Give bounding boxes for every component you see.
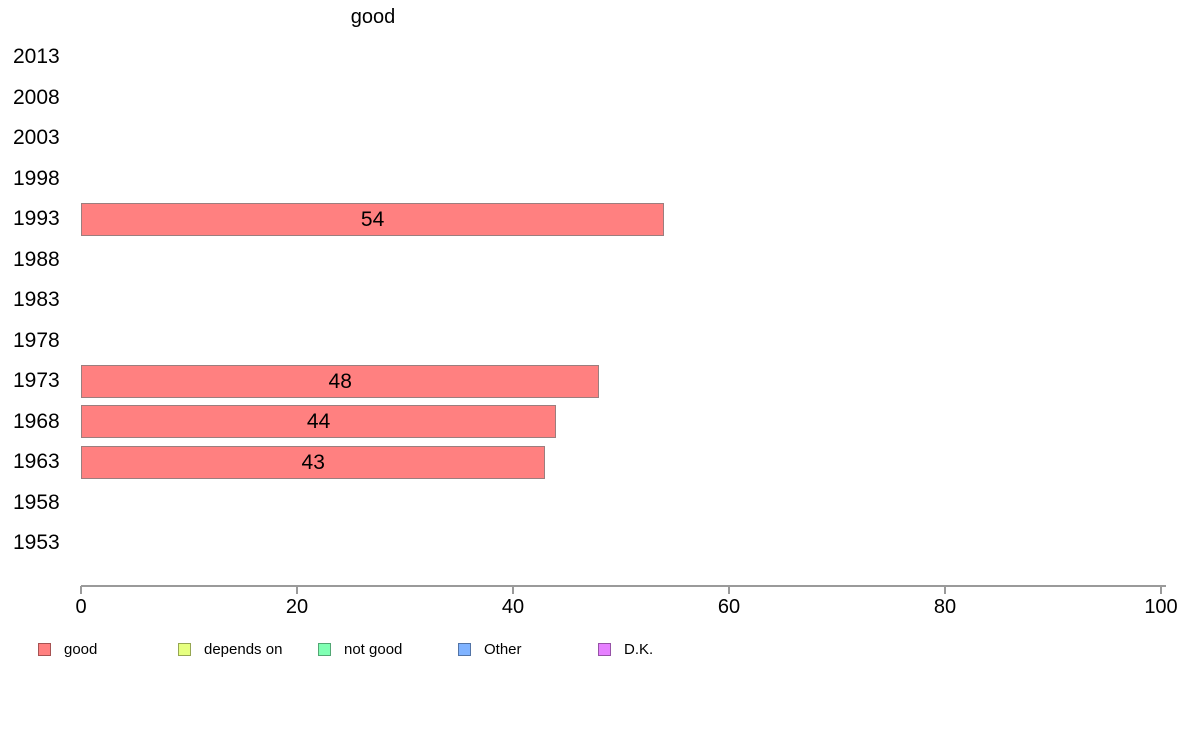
bar-value-label: 48 [328, 369, 352, 393]
y-axis-label: 1958 [13, 490, 60, 514]
x-axis-tick-label: 0 [75, 596, 87, 618]
bar-value-label: 43 [301, 450, 325, 474]
y-axis-label: 1953 [13, 531, 60, 554]
y-axis-label: 2008 [13, 85, 60, 109]
y-axis-label: 1988 [13, 247, 60, 271]
y-axis-label: 1998 [13, 166, 60, 190]
bar-1993: 54 [81, 202, 665, 236]
y-axis-label: 1983 [13, 288, 60, 311]
legend-swatch-icon [178, 642, 191, 656]
x-axis-tick-label: 60 [717, 596, 741, 618]
x-axis-tick [80, 586, 82, 594]
legend-label: depends on [204, 640, 283, 658]
x-axis-tick-label: 20 [285, 596, 309, 618]
legend-item-not-good: not good [318, 640, 403, 658]
y-axis-label: 2013 [13, 45, 60, 68]
legend-swatch-icon [318, 642, 331, 656]
x-axis-tick [944, 586, 946, 594]
y-axis-label: 1973 [13, 369, 60, 392]
legend-label: not good [344, 640, 403, 658]
bar-value-label: 44 [306, 410, 331, 433]
bar-1968: 44 [81, 405, 557, 438]
legend: good depends on not good Other D.K. [0, 641, 1188, 661]
legend-label: D.K. [624, 640, 654, 658]
y-axis-label: 1978 [13, 328, 60, 352]
legend-item-good: good [38, 640, 98, 658]
legend-swatch-icon [38, 642, 51, 656]
x-axis-tick-label: 100 [1144, 596, 1178, 618]
legend-item-other: Other [458, 640, 522, 658]
bar-1973: 48 [81, 364, 600, 398]
x-axis-line [81, 585, 1166, 587]
legend-swatch-icon [598, 642, 611, 656]
x-axis-tick-label: 80 [933, 596, 957, 618]
legend-item-d-k-: D.K. [598, 640, 654, 658]
legend-swatch-icon [458, 642, 471, 656]
legend-label: Other [484, 640, 522, 658]
bar-value-label: 54 [360, 207, 385, 231]
legend-item-depends-on: depends on [178, 640, 283, 658]
y-axis-label: 1963 [13, 450, 60, 473]
x-axis-tick-label: 40 [501, 596, 525, 618]
chart-title: good [350, 6, 396, 28]
y-axis-label: 1968 [13, 409, 60, 433]
x-axis-tick [296, 586, 298, 594]
x-axis-tick [1160, 586, 1162, 594]
y-axis-label: 2003 [13, 126, 60, 149]
y-axis-label: 1993 [13, 207, 60, 230]
x-axis-tick [512, 586, 514, 594]
x-axis-tick [728, 586, 730, 594]
bar-1963: 43 [81, 445, 546, 479]
legend-label: good [64, 640, 98, 658]
